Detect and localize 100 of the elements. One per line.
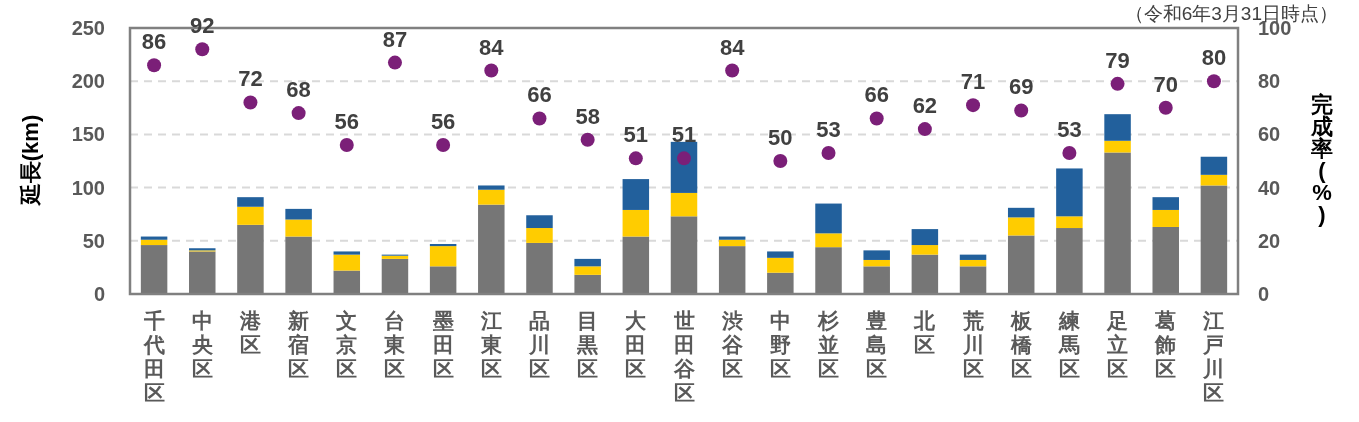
y-tick-label: 150 [71,123,105,146]
data-label: 86 [141,29,167,55]
y-axis-title: 延長(km) [18,114,43,208]
y2-tick-label: 0 [1258,283,1270,305]
bar [1200,156,1228,175]
bar [863,259,890,267]
y-tick-label: 50 [82,229,105,252]
bar [1056,168,1083,217]
data-label: 66 [864,82,889,108]
data-label: 84 [479,34,505,60]
point [1206,74,1221,89]
data-label: 51 [671,122,697,148]
x-tick-label: 杉並区 [817,309,840,380]
bar [237,206,264,225]
bar [526,228,553,243]
bar [526,215,553,229]
point [532,111,547,126]
point [1014,103,1029,118]
x-tick-label: 墨田区 [431,309,454,380]
data-label: 53 [816,117,841,143]
data-label: 87 [382,26,408,52]
point [821,146,836,161]
x-tick-label: 豊島区 [865,309,888,380]
point [147,58,162,73]
point [1062,146,1077,161]
bar [237,197,264,207]
bar [622,179,650,210]
data-label: 72 [238,66,263,92]
bar [333,251,361,255]
y-tick-label: 100 [71,176,105,199]
x-tick-label: 北区 [913,309,937,356]
data-label: 69 [1008,74,1034,100]
bar [1152,197,1179,210]
y2-tick-label: 80 [1258,70,1281,93]
bar [1007,217,1035,236]
bar [1056,216,1083,229]
bar [718,239,746,247]
x-tick-label: 中央区 [191,309,214,380]
x-tick-label: 大田区 [625,309,648,380]
bar [1104,140,1131,153]
point [725,63,740,78]
data-label: 70 [1153,71,1178,97]
data-label: 66 [527,82,552,108]
y2-tick-label: 60 [1258,123,1281,146]
point [677,151,691,166]
bar [140,236,168,240]
x-tick-label: 新宿区 [287,309,310,380]
bar [622,209,650,237]
bar [140,239,168,246]
data-label: 80 [1201,45,1227,71]
point [291,106,306,121]
bar [959,254,987,260]
x-tick-label: 足立区 [1106,309,1129,380]
point [773,154,788,168]
x-tick-label: 葛飾区 [1154,309,1177,380]
bar [478,185,505,190]
y2-axis-title: 完成率(%) [1310,92,1333,227]
point [580,132,595,147]
x-tick-label: 中野区 [769,309,791,380]
data-label: 58 [575,103,600,129]
data-label: 71 [960,69,986,95]
point [243,95,258,110]
x-tick-label: 目黒区 [576,309,599,380]
data-label: 53 [1057,117,1082,143]
y-tick-label: 0 [93,283,105,305]
point [387,55,402,70]
bar [429,246,457,267]
bar [767,251,794,258]
x-tick-label: 練馬区 [1057,309,1081,380]
x-tick-label: 板橋区 [1009,309,1033,380]
bar [1200,174,1228,186]
y2-tick-label: 40 [1258,176,1281,199]
point [195,42,210,57]
y2-tick-label: 20 [1258,229,1281,252]
point [1110,76,1125,91]
data-label: 56 [430,109,456,135]
y-tick-label: 250 [71,17,105,39]
x-tick-label: 世田谷区 [672,309,695,404]
bar [767,257,794,273]
data-label: 62 [912,93,938,119]
x-tick-label: 江東区 [479,309,502,380]
x-tick-label: 荒川区 [961,309,984,380]
bar [285,219,312,237]
bar [1007,207,1035,218]
x-tick-label: 江戸川区 [1202,309,1225,404]
bar [718,236,746,240]
point [436,138,451,153]
bar [574,266,601,275]
x-tick-label: 千代田区 [142,309,165,404]
point [484,63,499,78]
bar [1152,209,1179,227]
x-tick-label: 台東区 [383,309,406,380]
data-label: 68 [286,77,311,103]
point [1158,100,1173,115]
data-label: 56 [334,109,360,135]
bar [863,250,890,260]
bar [911,245,939,255]
bar [333,254,361,271]
point [628,151,643,166]
bar [478,189,505,205]
